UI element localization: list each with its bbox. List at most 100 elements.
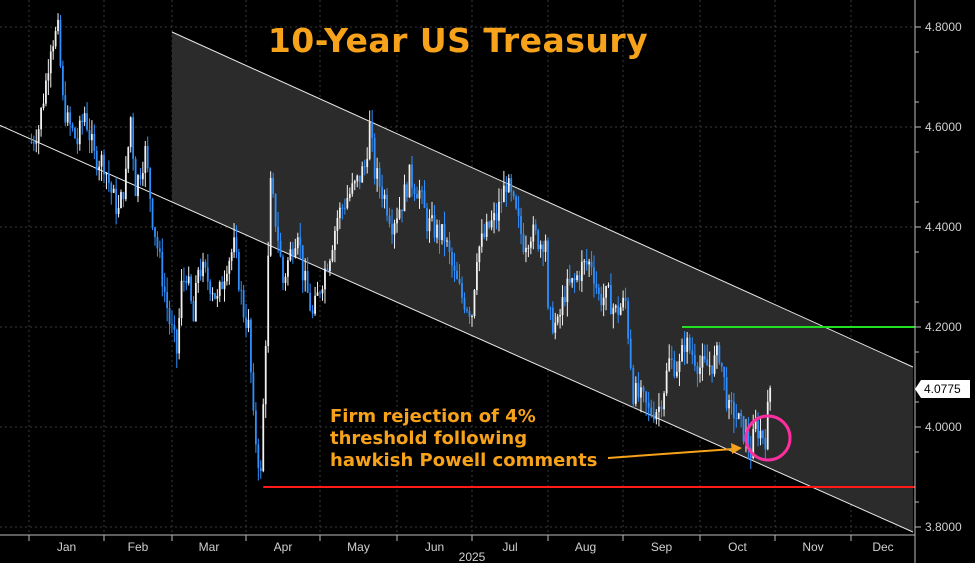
candle-body [45, 80, 47, 104]
candle-body [703, 356, 706, 360]
candle-body [324, 268, 326, 290]
candle-body [490, 220, 493, 228]
candle-body [319, 292, 321, 294]
candle-body [351, 183, 354, 194]
y-axis: 4.8000 4.6000 4.4000 4.2000 4.0000 3.8000 [915, 20, 962, 534]
candle-body [341, 207, 344, 209]
candle-body [544, 240, 547, 252]
x-tick-label: Jun [425, 540, 444, 554]
candle-body [321, 289, 324, 294]
candle-body [757, 420, 759, 439]
y-tick-label: 4.8000 [925, 20, 962, 34]
candle-body [637, 382, 640, 398]
candle-body [190, 276, 192, 301]
candle-body [725, 377, 728, 409]
candle-body [688, 337, 691, 351]
candle-body [309, 292, 312, 311]
candle-body [132, 117, 135, 159]
candle-body [498, 201, 500, 221]
candle-body [559, 315, 561, 317]
candle-body [206, 267, 209, 282]
y-tick-label: 4.2000 [925, 320, 962, 334]
annotation-arrow [607, 443, 742, 459]
candle-body [520, 215, 522, 234]
candle-body [617, 305, 620, 315]
candle-body [650, 407, 653, 415]
candle-body [204, 261, 207, 268]
candle-body [197, 269, 200, 284]
candle-body [163, 286, 166, 293]
candle-body [495, 213, 498, 221]
candle-body [564, 297, 566, 303]
candle-body [458, 279, 461, 284]
candle-body [158, 248, 161, 252]
candle-body [416, 194, 418, 199]
candle-body [211, 293, 214, 295]
candle-body [144, 146, 147, 174]
candle-body [512, 191, 515, 197]
x-tick-label: Aug [575, 540, 596, 554]
candle-body [175, 329, 178, 354]
candle-body [408, 164, 411, 198]
candle-body [566, 278, 569, 303]
candle-body [453, 265, 456, 271]
candle-body [363, 166, 366, 168]
candle-body [124, 168, 127, 200]
candle-body [663, 393, 665, 410]
candle-body [718, 345, 721, 363]
candle-body [728, 400, 730, 409]
candle-body [500, 201, 503, 203]
candle-body [76, 138, 79, 145]
candle-body [556, 316, 559, 323]
candle-body [289, 249, 292, 261]
candle-body [173, 324, 176, 330]
candle-body [299, 237, 302, 246]
candle-body [149, 168, 152, 199]
annotation-line-3: hawkish Powell comments [330, 450, 597, 471]
candle-body [413, 187, 416, 195]
candle-body [507, 178, 510, 193]
candle-body [326, 268, 329, 272]
candle-body [438, 224, 441, 240]
rejection-highlight-circle [744, 414, 792, 462]
candle-body [209, 281, 212, 294]
candle-body [52, 46, 55, 52]
candle-body [353, 181, 356, 184]
candle-body [294, 248, 297, 257]
candle-body [221, 281, 224, 289]
annotation-line-2: threshold following [330, 428, 527, 449]
candle-body [665, 370, 668, 394]
candle-body [614, 305, 617, 308]
candle-body [554, 322, 557, 333]
candle-body [83, 113, 86, 123]
candle-body [112, 188, 115, 193]
candle-body [343, 207, 346, 209]
candle-body [110, 183, 113, 193]
candle-body [166, 292, 169, 309]
candle-body [115, 188, 118, 214]
candle-body [737, 413, 740, 419]
candle-body [711, 365, 713, 374]
candle-body [676, 371, 678, 377]
candle-body [329, 260, 331, 272]
candle-body [759, 430, 762, 439]
candle-body [723, 366, 726, 378]
candle-body [681, 345, 683, 362]
candle-body [311, 310, 314, 314]
candle-body [141, 173, 144, 180]
candle-body [348, 193, 351, 198]
candle-body [461, 283, 463, 298]
candle-body [254, 410, 257, 445]
candle-body [185, 280, 188, 284]
candle-body [117, 207, 120, 214]
candle-body [522, 233, 525, 253]
candle-body [673, 360, 676, 377]
candle-body [701, 356, 704, 368]
candle-body [622, 297, 625, 308]
year-label: 2025 [459, 550, 486, 563]
candle-body [766, 401, 769, 450]
candle-body [534, 224, 537, 231]
candle-body [383, 194, 386, 199]
candle-body [257, 444, 260, 469]
